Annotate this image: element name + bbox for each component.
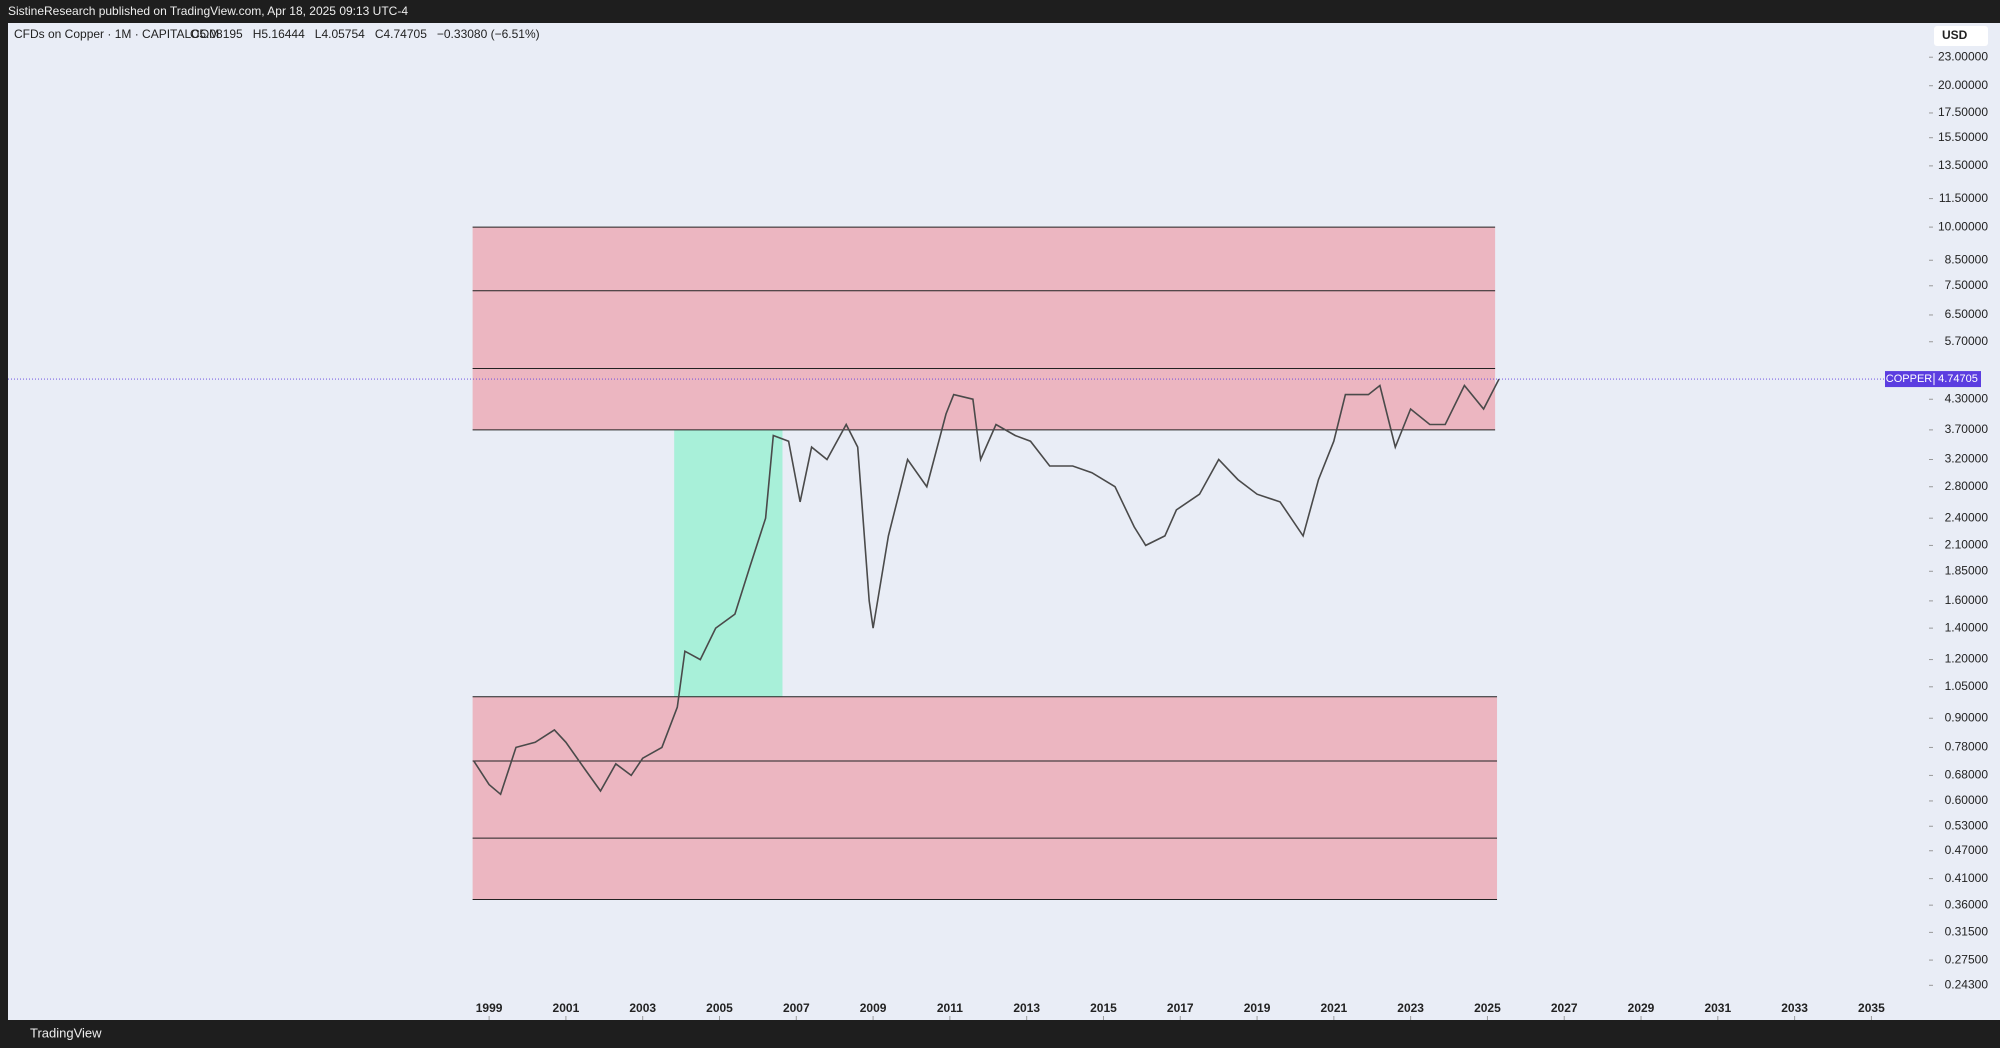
- x-tick-label: 2021: [1320, 1001, 1347, 1015]
- y-tick-label: 2.40000: [1945, 510, 1989, 524]
- y-tick-label: 3.20000: [1945, 452, 1989, 466]
- currency: USD: [1942, 28, 1968, 42]
- y-tick-label: 0.41000: [1945, 871, 1989, 885]
- ohlc-value: C4.74705: [375, 27, 427, 41]
- ohlc-value: O5.08195: [190, 27, 243, 41]
- x-tick-label: 2015: [1090, 1001, 1117, 1015]
- y-tick-label: 1.60000: [1945, 593, 1989, 607]
- y-tick-label: 17.50000: [1938, 105, 1988, 119]
- last-price: 4.74705: [1938, 373, 1978, 385]
- x-tick-label: 1999: [476, 1001, 503, 1015]
- y-tick-label: 1.05000: [1945, 679, 1989, 693]
- zone: [472, 696, 1498, 900]
- y-tick-label: 5.70000: [1945, 334, 1989, 348]
- ohlc-value: −0.33080 (−6.51%): [437, 27, 540, 41]
- x-tick-label: 2017: [1167, 1001, 1194, 1015]
- x-tick-label: 2025: [1474, 1001, 1501, 1015]
- y-tick-label: 0.36000: [1945, 897, 1989, 911]
- y-tick-label: 1.20000: [1945, 652, 1989, 666]
- x-tick-label: 2013: [1013, 1001, 1040, 1015]
- price-line: [473, 378, 1500, 796]
- y-tick-label: 0.60000: [1945, 793, 1989, 807]
- x-tick-label: 2023: [1397, 1001, 1424, 1015]
- x-tick-label: 2035: [1858, 1001, 1885, 1015]
- y-tick-label: 2.10000: [1945, 538, 1989, 552]
- x-tick-label: 2007: [783, 1001, 810, 1015]
- x-tick-label: 2019: [1244, 1001, 1271, 1015]
- currency-box: [1934, 26, 1988, 46]
- y-tick-label: 7.50000: [1945, 278, 1989, 292]
- y-tick-label: 0.78000: [1945, 740, 1989, 754]
- x-tick-label: 2029: [1628, 1001, 1655, 1015]
- x-tick-label: 2033: [1781, 1001, 1808, 1015]
- y-tick-label: 6.50000: [1945, 307, 1989, 321]
- ohlc-value: H5.16444: [253, 27, 305, 41]
- ohlc-value: L4.05754: [315, 27, 365, 41]
- symbol: CFDs on Copper · 1M · CAPITALCOM: [14, 27, 219, 41]
- brand: TradingView: [30, 1025, 102, 1040]
- x-tick-label: 2031: [1704, 1001, 1731, 1015]
- y-tick-label: 23.00000: [1938, 49, 1988, 63]
- x-tick-label: 2001: [553, 1001, 580, 1015]
- publisher: SistineResearch published on TradingView…: [8, 4, 408, 18]
- y-tick-label: 2.80000: [1945, 479, 1989, 493]
- y-tick-label: 0.31500: [1945, 925, 1989, 939]
- y-tick-label: 0.53000: [1945, 818, 1989, 832]
- x-tick-label: 2005: [706, 1001, 733, 1015]
- y-tick-label: 15.50000: [1938, 130, 1988, 144]
- x-tick-label: 2009: [860, 1001, 887, 1015]
- y-tick-label: 3.70000: [1945, 422, 1989, 436]
- y-tick-label: 0.68000: [1945, 768, 1989, 782]
- x-tick-label: 2003: [629, 1001, 656, 1015]
- y-tick-label: 0.27500: [1945, 952, 1989, 966]
- price-label-box: [1885, 371, 1981, 388]
- zone: [674, 429, 783, 697]
- y-tick-label: 13.50000: [1938, 158, 1988, 172]
- y-tick-label: 1.85000: [1945, 563, 1989, 577]
- y-tick-label: 8.50000: [1945, 252, 1989, 266]
- y-tick-label: 1.40000: [1945, 620, 1989, 634]
- y-tick-label: 0.90000: [1945, 710, 1989, 724]
- y-tick-label: 4.30000: [1945, 391, 1989, 405]
- y-tick-label: 10.00000: [1938, 219, 1988, 233]
- price-label: COPPER: [1886, 373, 1933, 385]
- zone: [472, 227, 1496, 430]
- x-tick-label: 2027: [1551, 1001, 1578, 1015]
- y-tick-label: 0.24300: [1945, 977, 1989, 991]
- x-tick-label: 2011: [937, 1001, 963, 1015]
- y-tick-label: 11.50000: [1939, 191, 1988, 205]
- y-tick-label: 20.00000: [1938, 78, 1988, 92]
- y-tick-label: 0.47000: [1945, 843, 1989, 857]
